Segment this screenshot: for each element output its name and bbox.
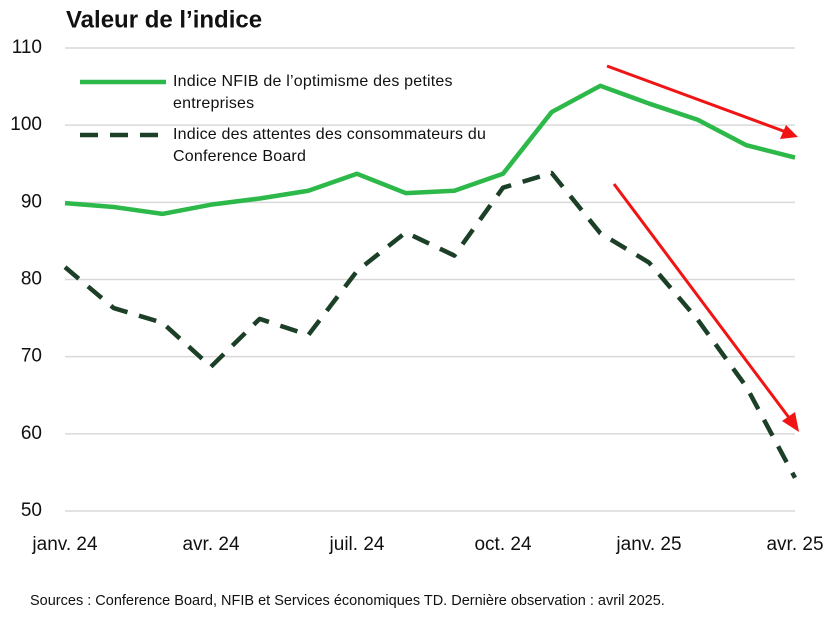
y-tick-label: 70 [21,346,42,367]
legend-label: Indice NFIB de l’optimisme des petites e… [173,73,453,112]
y-tick-label: 80 [21,269,42,290]
series-line [63,170,797,479]
x-tick-label: oct. 24 [474,534,531,555]
arrow-head [782,412,799,432]
arrow-head [780,125,798,139]
x-tick-label: janv. 24 [31,534,98,555]
arrow [606,64,787,134]
trend-arrows [606,64,799,432]
x-tick-label: juil. 24 [329,534,385,555]
series-line [64,83,796,217]
grid: 50 60 70 80 90 100 110 janv. 24 avr. 24 juil. 24 o… [10,37,823,555]
x-tick-label: avr. 24 [182,534,239,555]
source-note: Sources : Conference Board, NFIB et Serv… [30,593,665,609]
legend-label: Indice des attentes des consommateurs du… [173,126,487,165]
y-tick-label: 50 [21,500,42,521]
chart-title: Valeur de l’indice [66,6,262,33]
y-tick-label: 100 [10,114,42,135]
y-tick-label: 60 [21,423,42,444]
y-tick-label: 110 [12,37,42,58]
x-tick-label: janv. 25 [615,534,681,555]
x-tick-label: avr. 25 [766,534,823,555]
arrow [612,183,792,420]
y-tick-label: 90 [21,191,42,212]
lines [63,83,797,479]
